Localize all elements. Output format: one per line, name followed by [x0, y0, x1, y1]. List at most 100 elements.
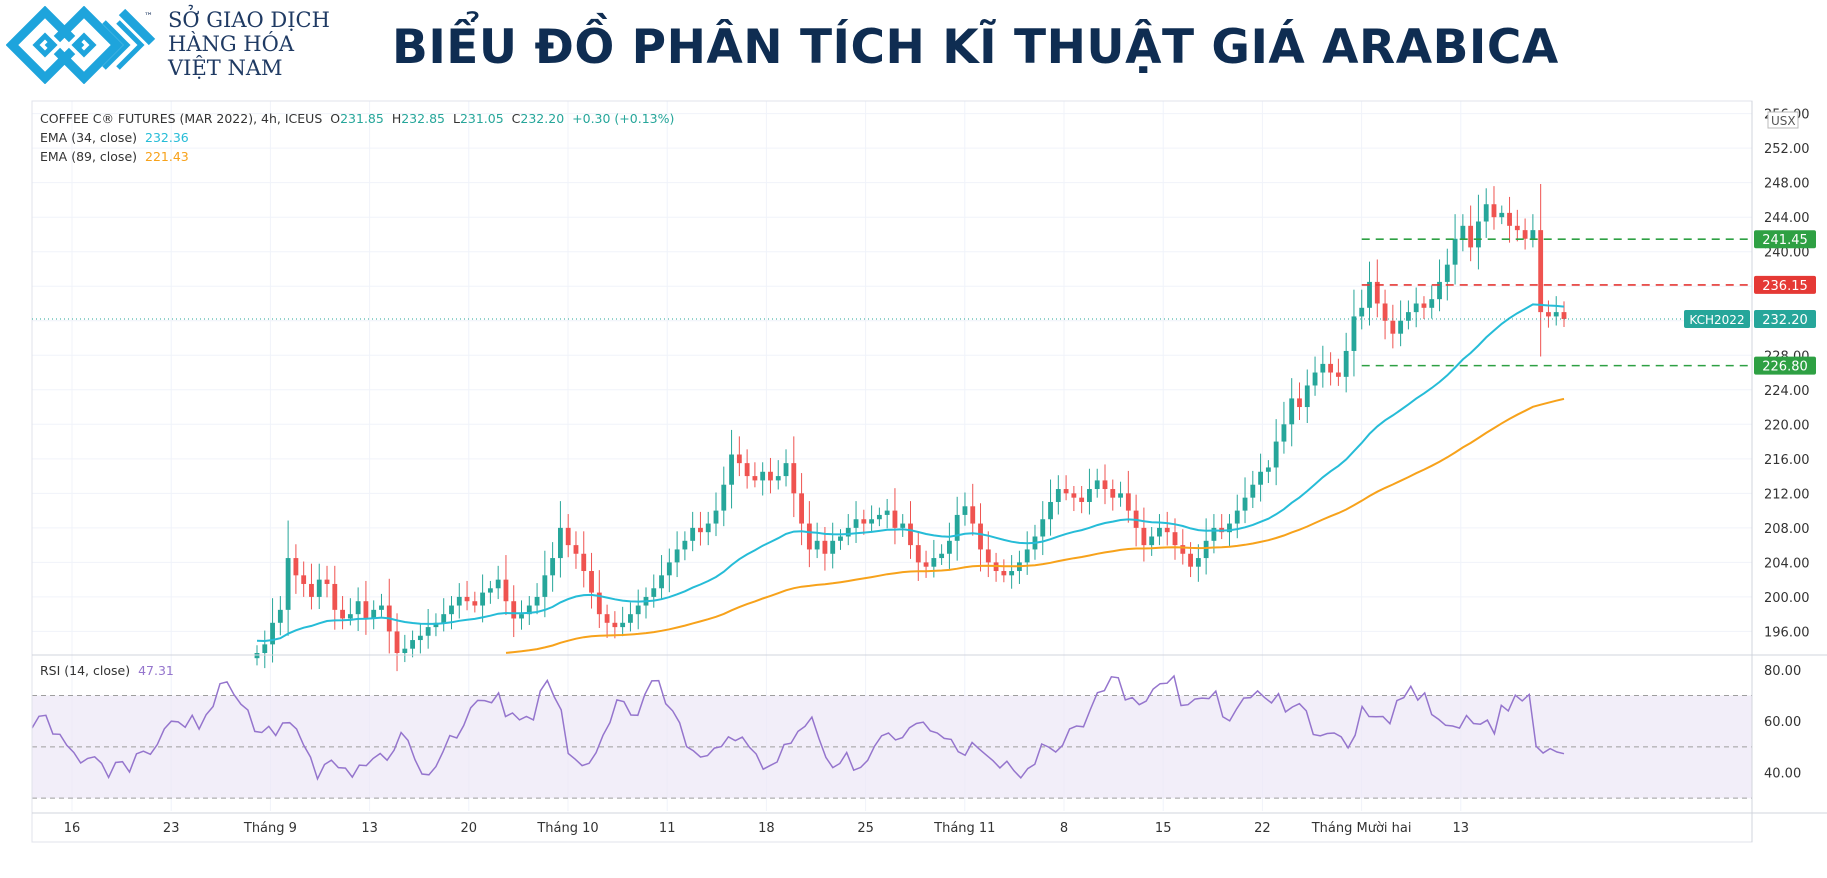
candle-body: [1141, 527, 1147, 546]
candle: [853, 501, 859, 543]
candle: [1079, 486, 1085, 514]
candle-body: [1444, 264, 1450, 282]
rsi-tick-label: 80.00: [1764, 664, 1801, 679]
candle-body: [791, 463, 797, 494]
candle: [441, 598, 447, 632]
change-value: +0.30 (+0.13%): [572, 111, 675, 126]
candle-body: [332, 583, 338, 610]
currency-label: USX: [1771, 114, 1796, 128]
candle: [1242, 477, 1248, 524]
candle: [923, 550, 929, 578]
candle-body: [1452, 238, 1458, 265]
candle: [495, 565, 501, 600]
candle-body: [1499, 212, 1505, 218]
candle-body: [347, 614, 353, 619]
candle-body: [1125, 493, 1131, 511]
candle-body: [1483, 204, 1489, 222]
candle-body: [371, 609, 377, 619]
candle: [1476, 194, 1481, 270]
last-price-tag-bg: [1754, 310, 1816, 329]
candle-body: [666, 562, 672, 576]
candle: [1289, 378, 1295, 447]
candle-body: [713, 510, 719, 524]
candle: [1320, 345, 1326, 388]
candle: [814, 522, 820, 559]
candle-body: [1203, 540, 1209, 559]
candle: [1507, 196, 1512, 243]
open-value: 231.85: [340, 111, 384, 126]
candle-body: [729, 454, 734, 485]
candle: [1351, 289, 1357, 377]
candle: [262, 630, 268, 669]
candle: [550, 542, 556, 592]
candle-body: [1530, 230, 1536, 239]
candle-body: [861, 519, 867, 524]
candle-body: [1040, 519, 1046, 537]
candle-body: [1359, 307, 1365, 317]
candle-body: [1094, 480, 1100, 490]
candle: [386, 578, 392, 654]
candle: [682, 531, 688, 561]
candle: [1125, 470, 1131, 523]
candle: [1343, 332, 1349, 393]
candle: [589, 552, 594, 609]
rsi-tick-label: 60.00: [1764, 715, 1801, 730]
candle: [690, 511, 696, 552]
candle-body: [1491, 204, 1497, 218]
header: ™ SỞ GIAO DỊCH HÀNG HÓA VIỆT NAM BIỂU ĐỒ…: [0, 0, 1827, 100]
candle: [954, 496, 960, 561]
candle: [371, 600, 377, 630]
candle-body: [1460, 225, 1466, 239]
candle-body: [604, 614, 610, 623]
candle: [526, 596, 532, 625]
candle: [1055, 475, 1061, 515]
candle-body: [293, 558, 299, 576]
rsi-legend: RSI (14, close) 47.31: [40, 663, 178, 678]
rsi-value: 47.31: [138, 663, 174, 678]
candle: [1499, 205, 1505, 225]
candle-body: [1265, 467, 1271, 472]
candle-body: [1390, 320, 1396, 334]
candle-body: [970, 506, 976, 524]
candle-body: [768, 471, 773, 481]
resistance-upper-tag-bg: [1754, 230, 1816, 249]
candle-body: [1079, 497, 1085, 502]
candle: [1048, 479, 1053, 536]
candle-body: [324, 579, 330, 584]
close-label: C: [511, 111, 521, 126]
candle-body: [487, 588, 493, 593]
price-chart[interactable]: 256.00252.00248.00244.00240.00236.00232.…: [0, 100, 1827, 875]
candle: [1328, 352, 1334, 386]
candle: [309, 563, 314, 610]
time-tick-label: 13: [361, 821, 378, 836]
candle-body: [845, 527, 851, 537]
candle: [806, 501, 812, 568]
candle-body: [270, 622, 275, 645]
candle-body: [799, 493, 804, 524]
candle-body: [721, 484, 727, 511]
candle: [472, 591, 478, 613]
candle-body: [1343, 350, 1349, 377]
candle: [1553, 296, 1559, 326]
candle: [1374, 259, 1380, 318]
time-tick-label: 8: [1060, 821, 1068, 836]
candle-body: [1398, 320, 1404, 334]
candle-body: [1351, 316, 1357, 351]
candle-body: [962, 506, 968, 515]
candle: [775, 460, 781, 490]
candle-body: [612, 622, 618, 628]
candle-body: [519, 614, 524, 619]
price-tick-label: 220.00: [1764, 418, 1810, 433]
candle-body: [503, 579, 509, 602]
low-value: 231.05: [459, 111, 504, 126]
candle-body: [1421, 303, 1427, 308]
candle-body: [1258, 471, 1264, 485]
time-tick-label: Tháng 11: [933, 821, 995, 836]
candle-body: [674, 549, 680, 563]
candle-body: [1561, 312, 1567, 320]
candle: [1444, 248, 1450, 301]
candle: [830, 522, 836, 569]
candle-body: [355, 601, 361, 615]
candle: [519, 600, 524, 630]
time-tick-label: Tháng 9: [243, 821, 297, 836]
